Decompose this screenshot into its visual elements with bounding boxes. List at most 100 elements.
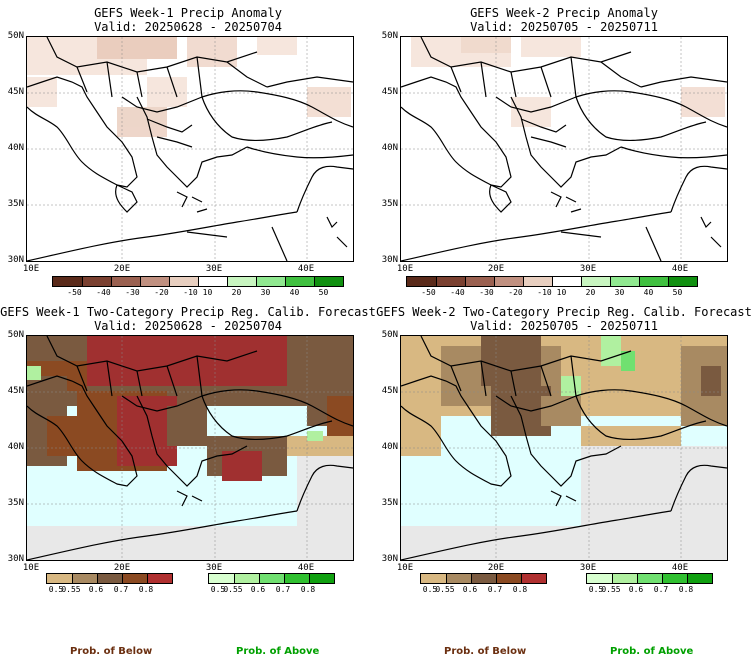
colorbar-tick-label: -40 (96, 288, 111, 297)
colorbar-tick-label: 30 (614, 288, 625, 297)
colorbar-tick-label: 0.6 (250, 585, 266, 594)
lon-label: 40E (671, 264, 689, 274)
lon-label: 40E (297, 563, 315, 573)
colorbar-swatch (122, 574, 147, 583)
colorbar-strip (52, 276, 344, 287)
colorbar-swatch (471, 574, 496, 583)
panel-valid-date: Valid: 20250705 - 20250711 (470, 20, 658, 34)
colorbar-tick-label: 10 (202, 288, 213, 297)
colorbar-tick-label: -30 (125, 288, 140, 297)
lat-label: 50N (7, 31, 24, 41)
colorbar-swatch (421, 574, 446, 583)
lon-label: 30E (579, 563, 597, 573)
colorbar-swatch (285, 277, 314, 286)
above-colorbar: 0.5 0.55 0.6 0.7 0.8 (208, 573, 335, 594)
colorbar-swatch (309, 574, 334, 583)
colorbar-swatch (494, 277, 523, 286)
colorbar-swatch (446, 574, 471, 583)
lat-label: 30N (7, 255, 24, 265)
lat-label: 40N (381, 442, 398, 452)
colorbar-tick-label: 40 (289, 288, 300, 297)
colorbar-tick-label: 0.55 (601, 585, 621, 594)
colorbar-tick-label: 40 (643, 288, 654, 297)
lat-label: 40N (381, 143, 398, 153)
colorbar-tick-label: 0.7 (487, 585, 503, 594)
colorbar-swatch (637, 574, 662, 583)
colorbar-swatch (521, 574, 546, 583)
colorbar-swatch (47, 574, 72, 583)
below-colorbar: 0.5 0.55 0.6 0.7 0.8 (420, 573, 547, 594)
panel-valid-date: Valid: 20250628 - 20250704 (94, 20, 282, 34)
colorbar-tick-label: 0.6 (88, 585, 104, 594)
colorbar-tick-label: -10 (183, 288, 198, 297)
colorbar-swatch (668, 277, 697, 286)
colorbar-tick-label: 10 (556, 288, 567, 297)
prob-below-label: Prob. of Below (444, 646, 527, 657)
colorbar-swatch (140, 277, 169, 286)
colorbar-strip (46, 573, 173, 584)
colorbar-swatch (581, 277, 610, 286)
lat-label: 50N (7, 330, 24, 340)
panel-title: GEFS Week-2 Two-Category Precip Reg. Cal… (376, 305, 752, 319)
lat-label: 30N (381, 255, 398, 265)
lat-label: 35N (7, 498, 24, 508)
lat-label: 40N (7, 143, 24, 153)
colorbar-tick-label: 50 (318, 288, 329, 297)
colorbar-swatch (314, 277, 343, 286)
colorbar-swatch (523, 277, 552, 286)
colorbar-swatch (284, 574, 309, 583)
lon-label: 30E (205, 264, 223, 274)
lat-label: 45N (381, 386, 398, 396)
map-week2-probability (400, 335, 728, 561)
colorbar-swatch (234, 574, 259, 583)
panel-title: GEFS Week-2 Precip Anomaly (470, 6, 658, 20)
colorbar-tick-label: 0.8 (512, 585, 528, 594)
colorbar-swatch (610, 277, 639, 286)
lon-label: 10E (22, 264, 40, 274)
lon-label: 40E (671, 563, 689, 573)
lon-label: 20E (113, 264, 131, 274)
colorbar-tick-label: 50 (672, 288, 683, 297)
colorbar-tick-label: 0.55 (223, 585, 243, 594)
colorbar-tick-label: -20 (154, 288, 169, 297)
colorbar-swatch (72, 574, 97, 583)
lon-label: 30E (579, 264, 597, 274)
colorbar-tick-label: -10 (537, 288, 552, 297)
panel-valid-date: Valid: 20250705 - 20250711 (470, 319, 658, 333)
panel-title: GEFS Week-1 Two-Category Precip Reg. Cal… (0, 305, 376, 319)
colorbar-tick-label: -50 (421, 288, 436, 297)
lat-label: 50N (381, 330, 398, 340)
lon-label: 10E (396, 563, 414, 573)
panel-title: GEFS Week-1 Precip Anomaly (94, 6, 282, 20)
colorbar-tick-label: 0.7 (275, 585, 291, 594)
map-week1-probability (26, 335, 354, 561)
colorbar-strip (208, 573, 335, 584)
colorbar-swatch (147, 574, 172, 583)
anomaly-colorbar: -50 -40 -30 -20 -10 10 20 30 40 50 (406, 276, 698, 297)
lat-label: 35N (381, 199, 398, 209)
lat-label: 50N (381, 31, 398, 41)
above-colorbar: 0.5 0.55 0.6 0.7 0.8 (586, 573, 713, 594)
lat-label: 35N (7, 199, 24, 209)
colorbar-tick-label: 0.6 (628, 585, 644, 594)
lat-label: 45N (381, 87, 398, 97)
lat-label: 30N (381, 554, 398, 564)
colorbar-strip (586, 573, 713, 584)
colorbar-tick-label: 0.6 (462, 585, 478, 594)
prob-above-label: Prob. of Above (236, 646, 320, 657)
colorbar-swatch (82, 277, 111, 286)
lat-label: 35N (381, 498, 398, 508)
colorbar-tick-label: 0.5 (210, 585, 226, 594)
anomaly-colorbar: -50 -40 -30 -20 -10 10 20 30 40 50 (52, 276, 344, 297)
lon-label: 10E (396, 264, 414, 274)
lon-label: 20E (487, 264, 505, 274)
colorbar-swatch (227, 277, 256, 286)
map-week2-anomaly (400, 36, 728, 262)
colorbar-swatch (198, 277, 227, 286)
colorbar-tick-label: 20 (585, 288, 596, 297)
prob-above-label: Prob. of Above (610, 646, 694, 657)
colorbar-tick-label: 0.8 (678, 585, 694, 594)
colorbar-swatch (612, 574, 637, 583)
colorbar-tick-label: -30 (479, 288, 494, 297)
colorbar-swatch (587, 574, 612, 583)
